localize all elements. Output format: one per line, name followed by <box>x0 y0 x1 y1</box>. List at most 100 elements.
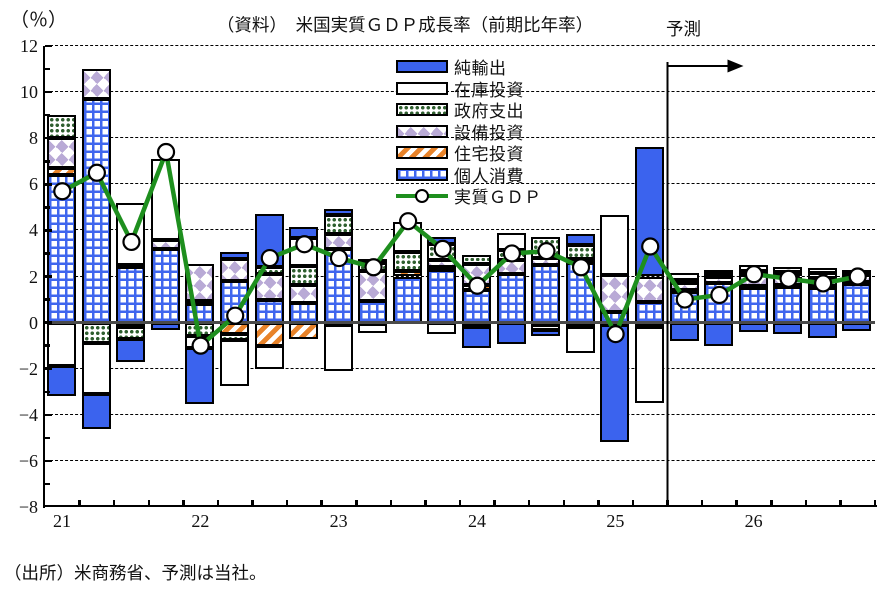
bar-segment-pce <box>47 175 77 323</box>
bar-segment-netexp <box>462 327 492 348</box>
gridline <box>45 183 875 185</box>
gov-swatch-icon <box>396 103 448 117</box>
x-tick <box>285 500 289 507</box>
x-tick <box>389 500 393 507</box>
x-axis-label: 26 <box>744 511 763 531</box>
housing-swatch-icon <box>396 146 448 160</box>
gdp-marker <box>226 306 245 325</box>
y-axis-label: 4 <box>29 220 38 241</box>
bar-segment-netexp <box>81 394 111 429</box>
bar-segment-inventory <box>81 343 111 395</box>
gdp-marker <box>399 212 418 231</box>
bar-segment-gov <box>462 254 492 264</box>
gridline <box>45 45 875 46</box>
y-axis-label: −6 <box>18 450 38 471</box>
bar-segment-netexp <box>185 347 215 405</box>
gridline <box>45 137 875 139</box>
legend-label: 実質ＧＤＰ <box>454 188 542 208</box>
gdp-marker <box>191 336 210 355</box>
bar-segment-pce <box>773 285 803 323</box>
bar-segment-housing <box>738 285 768 290</box>
gdp-marker <box>433 239 452 258</box>
pce-swatch-icon <box>396 167 448 181</box>
x-axis-label: 24 <box>468 511 486 531</box>
bar-segment-gov <box>254 267 284 275</box>
y-tick <box>45 321 52 324</box>
x-tick <box>839 500 842 507</box>
bar-segment-pce <box>81 99 111 323</box>
gdp-marker <box>537 242 556 261</box>
gdp-line-swatch-icon <box>396 189 448 203</box>
gdp-marker <box>364 258 383 277</box>
x-axis-label: 22 <box>191 511 210 531</box>
x-axis-label: 21 <box>53 511 71 531</box>
y-axis-label: 2 <box>29 266 38 287</box>
legend-label: 住宅投資 <box>454 145 524 165</box>
gdp-marker <box>468 276 487 295</box>
bar-segment-equip <box>219 259 249 282</box>
gridline <box>45 91 875 93</box>
x-tick <box>804 500 808 507</box>
gdp-marker <box>502 244 521 263</box>
bar-segment-gov <box>323 215 353 234</box>
bar-segment-pce <box>496 274 526 323</box>
x-tick <box>182 500 185 507</box>
y-axis-label: −8 <box>18 497 38 517</box>
y-tick <box>45 160 50 163</box>
bar-segment-inventory <box>254 345 284 369</box>
bar-segment-equip <box>669 283 699 291</box>
gridline <box>45 459 875 461</box>
bar-segment-gov <box>704 274 734 279</box>
gdp-marker <box>156 142 176 162</box>
gdp-marker <box>122 232 141 252</box>
bar-segment-equip <box>116 264 146 269</box>
gridline <box>45 275 875 277</box>
gdp-marker <box>295 235 314 254</box>
gridline <box>45 413 875 415</box>
bar-segment-gov <box>116 327 146 339</box>
bar-segment-pce <box>150 248 180 323</box>
bar-segment-gov <box>392 252 422 271</box>
gdp-marker <box>710 285 729 305</box>
bar-segment-inventory <box>807 268 837 274</box>
y-axis-label: −4 <box>18 404 38 425</box>
gdp-marker-icon <box>415 189 429 203</box>
x-tick <box>770 500 773 507</box>
gdp-line-layer <box>53 59 867 507</box>
legend: 純輸出 在庫投資 政府支出 設備投資 住宅投資 個人消費 実質ＧＤＰ <box>396 56 542 207</box>
y-tick <box>45 367 52 370</box>
bar-segment-inventory <box>219 339 249 386</box>
forecast-arrow-head-icon <box>727 59 744 73</box>
y-tick <box>45 113 50 117</box>
gdp-marker <box>848 267 867 286</box>
bar-segment-pce <box>289 303 319 323</box>
x-axis-label: 23 <box>329 511 348 531</box>
y-tick <box>45 44 52 48</box>
x-tick <box>597 500 600 507</box>
zero-line <box>45 321 875 325</box>
y-axis-label: −2 <box>18 358 38 379</box>
x-tick <box>112 500 116 507</box>
legend-item-equip: 設備投資 <box>396 121 542 143</box>
y-tick <box>45 459 52 463</box>
equip-swatch-icon <box>396 124 448 138</box>
chart-title: （資料） 米国実質ＧＤＰ成長率（前期比年率） <box>216 15 594 35</box>
y-tick <box>45 298 50 301</box>
bar-segment-housing <box>47 168 77 176</box>
bar-segment-equip <box>47 138 77 169</box>
bar-segment-gov <box>669 279 699 284</box>
y-tick <box>45 344 50 347</box>
x-tick <box>424 500 427 507</box>
bar-segment-netexp <box>600 324 630 443</box>
bar-segment-netexp <box>116 338 146 362</box>
bar-segment-inventory <box>634 327 664 404</box>
y-tick <box>45 90 52 94</box>
bar-segment-gov <box>47 115 77 139</box>
x-tick <box>700 500 704 507</box>
y-tick <box>45 183 52 186</box>
x-tick <box>147 500 150 507</box>
y-axis-label: 12 <box>20 36 38 56</box>
bar-segment-pce <box>738 286 768 323</box>
gdp-marker <box>675 290 694 309</box>
legend-item-gov: 政府支出 <box>396 99 542 121</box>
